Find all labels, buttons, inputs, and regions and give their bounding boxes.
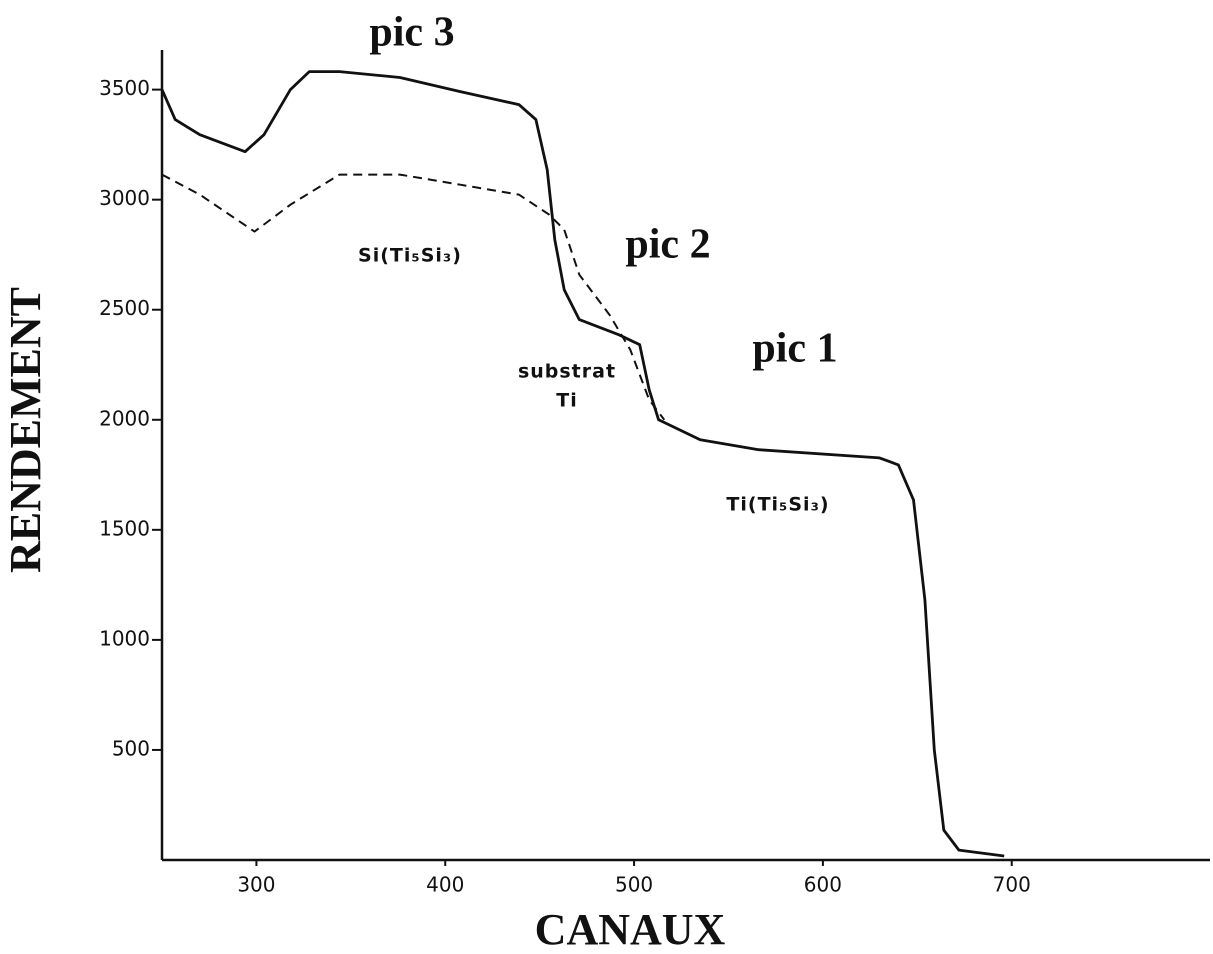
- data-line: [161, 173, 666, 421]
- x-tick-label: 600: [804, 873, 842, 897]
- x-tick-label: 700: [993, 873, 1031, 897]
- annotation: pic 3: [369, 10, 454, 56]
- y-tick-label: 2000: [99, 406, 150, 430]
- x-tick-label: 500: [615, 873, 653, 897]
- y-tick-label: 3000: [99, 186, 150, 210]
- annotation: Ti(Ti₅Si₃): [726, 494, 829, 516]
- x-tick-label: 300: [237, 873, 275, 897]
- annotation: Si(Ti₅Si₃): [358, 245, 462, 267]
- y-tick-label: 1000: [99, 626, 150, 650]
- annotation: substrat: [518, 361, 616, 383]
- y-tick-label: 2500: [99, 296, 150, 320]
- annotation: Ti: [556, 390, 577, 412]
- x-tick-label: 400: [426, 873, 464, 897]
- x-axis-title: CANAUX: [535, 905, 726, 954]
- y-axis-title: RENDEMENT: [1, 287, 50, 573]
- y-tick-label: 3500: [99, 76, 150, 100]
- y-tick-label: 1500: [99, 516, 150, 540]
- data-line: [160, 70, 1005, 858]
- annotation: pic 1: [752, 326, 837, 372]
- annotation: pic 2: [625, 222, 710, 268]
- y-tick-label: 500: [112, 736, 150, 760]
